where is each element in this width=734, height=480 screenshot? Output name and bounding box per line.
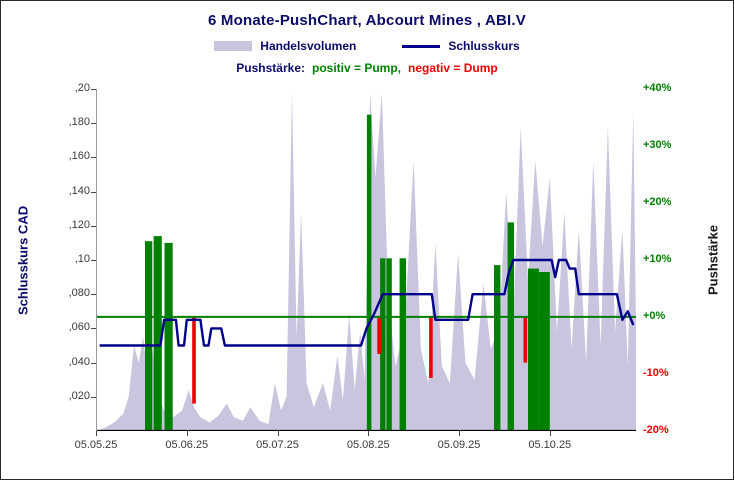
pump-bar [399,258,406,431]
pump-bar [528,268,539,431]
left-axis-tick-mark [91,225,96,227]
left-axis-tick-mark [91,123,96,125]
left-axis-tick-label: ,020 [68,389,90,402]
pump-bar [380,258,386,431]
x-axis-tick-label: 05.08.25 [346,439,390,451]
left-axis-tick-label: ,040 [68,355,90,368]
dump-legend-label: negativ = Dump [408,61,498,75]
left-axis-tick-label: ,060 [68,321,90,334]
push-legend-prefix: Pushstärke: [236,61,305,75]
left-axis-tick-mark [91,362,96,364]
chart-title: 6 Monate-PushChart, Abcourt Mines , ABI.… [208,12,526,29]
left-axis-tick-mark [91,328,96,330]
close-legend-swatch-icon [402,44,441,48]
right-axis-tick-label: +0% [643,309,666,322]
pump-bar [145,241,153,431]
series-legend: Handelsvolumen Schlusskurs [1,39,733,53]
left-axis-tick-label: ,10 [74,253,90,265]
left-axis-tick-mark [91,294,96,296]
left-axis-tick-label: ,160 [68,150,90,163]
x-axis-tick-mark [186,431,188,436]
x-axis-tick-label: 05.07.25 [256,439,299,451]
x-axis-tick-label: 05.10.25 [528,439,572,451]
close-price-line-series [99,258,635,347]
volume-legend-label: Handelsvolumen [260,39,357,53]
close-legend-label: Schlusskurs [448,39,520,53]
pump-bar [494,265,501,431]
volume-legend-swatch-icon [214,41,253,51]
x-axis-tick-mark [459,431,461,436]
right-axis-tick-label: +20% [643,195,672,208]
left-axis-tick-mark [91,191,96,193]
pump-bar [153,236,162,431]
pump-bar [164,242,173,431]
left-axis-tick-label: ,080 [68,287,90,300]
dump-bar [523,316,528,363]
pump-bar [366,114,372,431]
x-axis-tick-mark [368,431,370,436]
dump-bar [377,316,381,354]
x-axis-tick-label: 05.09.25 [437,439,481,451]
x-axis-tick-mark [96,431,97,436]
left-axis-tick-label: ,140 [68,184,90,197]
pump-bar [386,258,392,431]
right-axis-tick-label: -20% [643,424,669,436]
right-axis-tick-label: +40% [643,81,672,94]
left-axis-tick-label: ,180 [68,116,90,129]
left-axis-tick-mark [91,396,96,398]
right-axis-tick-label: -10% [643,366,669,379]
pump-legend-label: positiv = Pump, [312,61,402,75]
left-axis-tick-label: ,120 [68,218,90,231]
volume-area-series [96,92,636,431]
left-axis-tick-label: ,20 [74,82,90,94]
left-axis-tick-mark [91,260,96,261]
x-axis-tick-label: 05.05.25 [74,439,118,451]
x-axis-tick-mark [549,431,551,436]
pump-bar [507,222,514,431]
dump-bar [192,316,196,404]
x-axis-tick-mark [277,431,279,436]
right-axis-tick-label: +30% [643,138,672,151]
pump-bar [538,272,550,431]
plot-area [96,89,636,431]
right-axis-tick-label: +10% [643,252,672,265]
left-axis-tick-mark [91,89,96,90]
dump-bar [429,316,433,378]
pushstaerke-legend: Pushstärke: positiv = Pump, negativ = Du… [1,61,733,75]
x-axis-tick-label: 05.06.25 [165,439,209,451]
left-axis-tick-mark [91,157,96,159]
